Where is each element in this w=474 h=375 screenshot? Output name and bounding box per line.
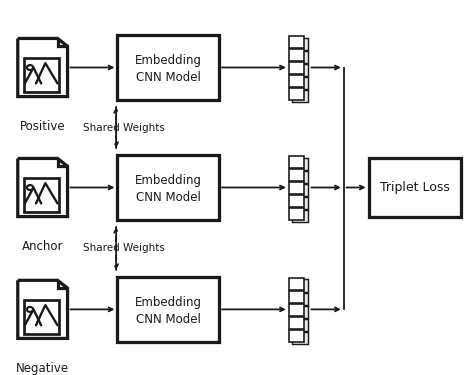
Bar bbox=[24, 178, 59, 212]
Text: Embedding: Embedding bbox=[135, 174, 202, 188]
Bar bbox=[292, 158, 308, 170]
Text: Negative: Negative bbox=[16, 362, 69, 375]
Bar bbox=[289, 195, 304, 207]
Bar bbox=[289, 330, 304, 342]
Text: Shared Weights: Shared Weights bbox=[83, 243, 165, 254]
Text: Shared Weights: Shared Weights bbox=[83, 123, 165, 132]
Text: CNN Model: CNN Model bbox=[136, 71, 201, 84]
Bar bbox=[289, 291, 304, 303]
Bar bbox=[24, 300, 59, 334]
Bar bbox=[292, 51, 308, 63]
Bar bbox=[24, 58, 59, 92]
Bar bbox=[292, 292, 308, 304]
Bar bbox=[289, 278, 304, 290]
Bar bbox=[368, 158, 461, 217]
Text: Positive: Positive bbox=[20, 120, 65, 133]
Bar bbox=[289, 88, 304, 101]
Bar bbox=[292, 184, 308, 196]
Bar bbox=[289, 156, 304, 168]
Bar bbox=[292, 210, 308, 222]
Bar bbox=[289, 62, 304, 74]
Bar bbox=[292, 64, 308, 76]
Bar bbox=[117, 155, 219, 220]
Bar bbox=[289, 169, 304, 181]
Bar bbox=[117, 277, 219, 342]
Bar bbox=[289, 36, 304, 48]
Bar bbox=[289, 49, 304, 61]
Bar bbox=[289, 317, 304, 329]
Text: Embedding: Embedding bbox=[135, 54, 202, 68]
Bar bbox=[292, 306, 308, 318]
Bar bbox=[292, 319, 308, 331]
Bar bbox=[292, 38, 308, 50]
Bar bbox=[289, 75, 304, 87]
Text: CNN Model: CNN Model bbox=[136, 191, 201, 204]
Bar bbox=[292, 197, 308, 209]
Bar bbox=[289, 304, 304, 316]
Text: Triplet Loss: Triplet Loss bbox=[380, 181, 450, 194]
Bar bbox=[292, 90, 308, 102]
Bar bbox=[292, 332, 308, 344]
Text: Embedding: Embedding bbox=[135, 296, 202, 309]
Text: Anchor: Anchor bbox=[22, 240, 64, 253]
Bar bbox=[292, 77, 308, 89]
Bar bbox=[292, 171, 308, 183]
Bar bbox=[117, 35, 219, 100]
Text: CNN Model: CNN Model bbox=[136, 313, 201, 326]
Bar bbox=[289, 208, 304, 220]
Bar bbox=[292, 279, 308, 292]
Bar bbox=[289, 182, 304, 194]
